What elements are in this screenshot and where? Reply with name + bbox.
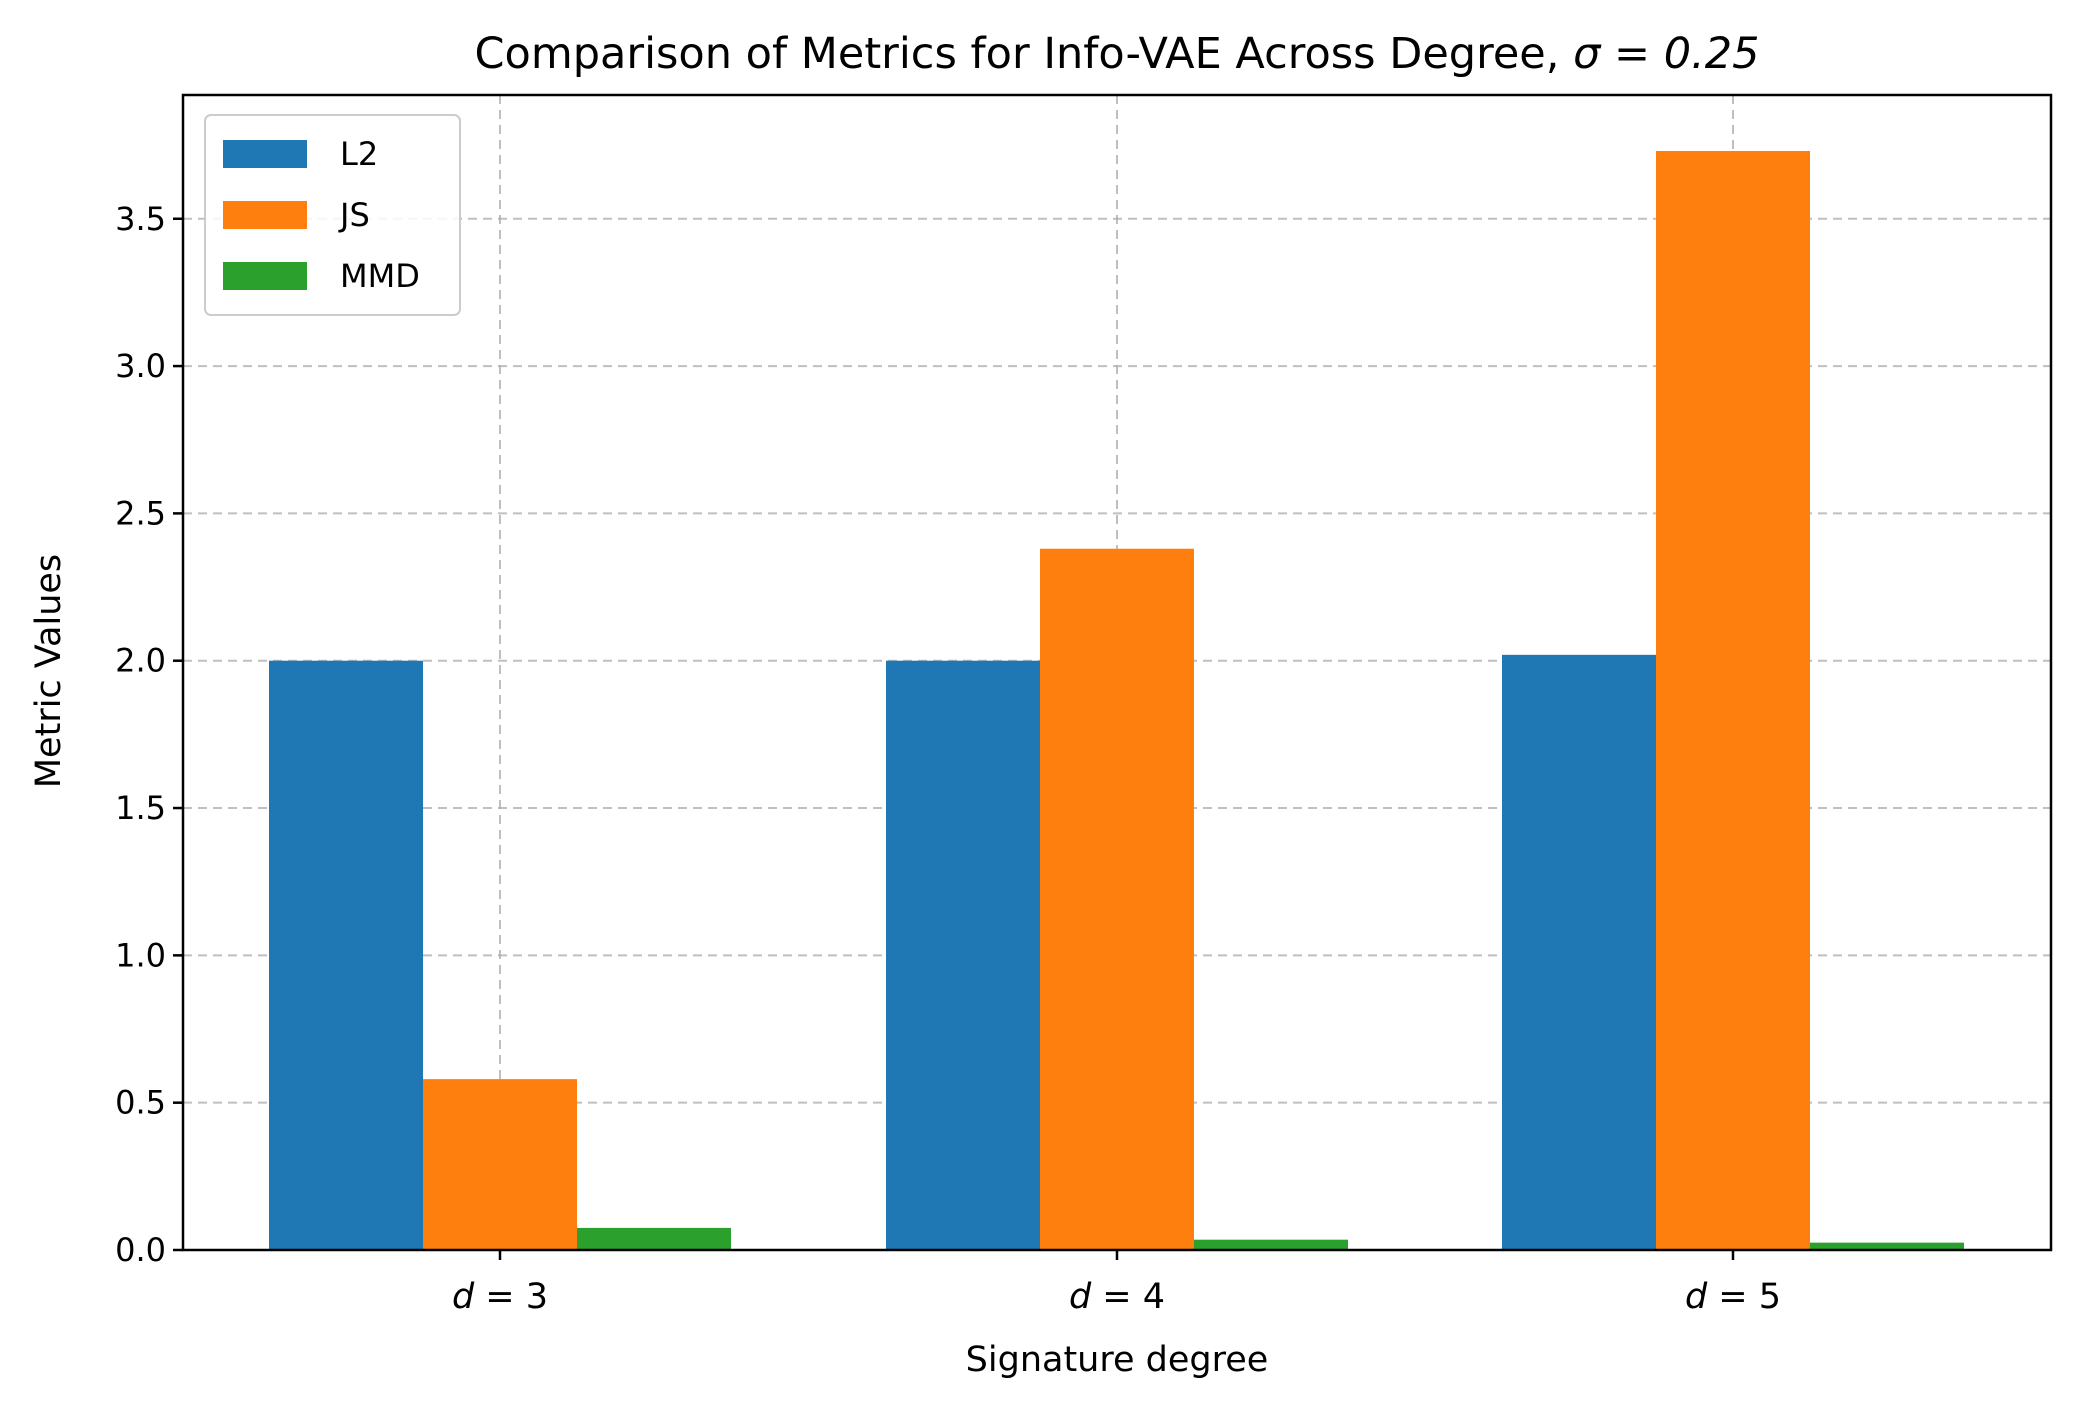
- bar-mmd-1: [577, 1227, 731, 1250]
- y-tick-label: 3.5: [115, 200, 166, 238]
- legend-swatch-l2: [223, 140, 307, 168]
- x-axis-ticks: d = 3 d = 4 d = 5: [452, 1250, 1781, 1317]
- legend-label-l2: L2: [340, 135, 378, 173]
- bar-js-2: [1040, 548, 1194, 1250]
- legend-swatch-js: [223, 201, 307, 229]
- y-tick-label: 1.0: [115, 936, 166, 974]
- x-tick-label: d = 4: [1069, 1277, 1165, 1317]
- y-axis-ticks: 0.0 0.5 1.0 1.5 2.0 2.5 3.0 3.5: [115, 200, 183, 1269]
- y-tick-label: 0.0: [115, 1231, 166, 1269]
- y-tick-label: 3.0: [115, 347, 166, 385]
- legend-label-js: JS: [338, 196, 370, 234]
- bar-l2-2: [886, 660, 1040, 1250]
- bar-l2-1: [269, 660, 423, 1250]
- bar-js-1: [423, 1079, 577, 1250]
- x-tick-label: d = 3: [452, 1277, 548, 1317]
- chart-title: Comparison of Metrics for Info-VAE Acros…: [475, 29, 1760, 79]
- y-tick-label: 2.0: [115, 642, 166, 680]
- bar-js-3: [1656, 150, 1810, 1250]
- y-axis-label: Metric Values: [29, 554, 69, 788]
- y-tick-label: 0.5: [115, 1084, 166, 1122]
- bars: [269, 150, 1964, 1250]
- legend-swatch-mmd: [223, 262, 307, 290]
- chart-title-text: Comparison of Metrics for Info-VAE Acros…: [475, 29, 1574, 79]
- y-tick-label: 2.5: [115, 494, 166, 532]
- legend: L2 JS MMD: [204, 114, 461, 316]
- y-tick-label: 1.5: [115, 789, 166, 827]
- x-axis-label: Signature degree: [966, 1340, 1269, 1380]
- x-tick-label: d = 5: [1685, 1277, 1781, 1317]
- bar-l2-3: [1502, 654, 1656, 1250]
- chart-title-math: σ = 0.25: [1573, 29, 1759, 79]
- bar-mmd-2: [1194, 1239, 1348, 1250]
- legend-label-mmd: MMD: [340, 257, 420, 295]
- bar-mmd-3: [1810, 1242, 1964, 1250]
